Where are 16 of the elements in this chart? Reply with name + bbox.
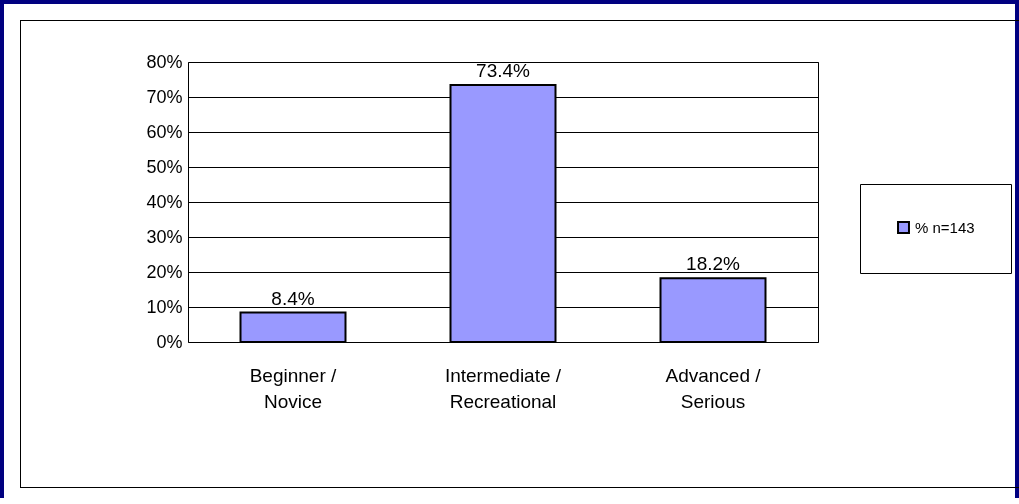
x-tick-label: Beginner / Novice: [249, 364, 338, 412]
x-tick-label: Advanced / Serious: [665, 364, 762, 412]
data-label: 8.4%: [271, 287, 315, 309]
x-tick-label: Intermediate / Recreational: [444, 364, 562, 412]
y-tick-label: 70%: [146, 86, 183, 107]
y-tick-label: 20%: [146, 261, 183, 282]
data-label: 73.4%: [476, 60, 531, 82]
y-tick-label: 30%: [146, 226, 183, 247]
y-tick-label: 10%: [146, 296, 183, 317]
y-tick-label: 0%: [156, 331, 183, 352]
y-tick-label: 60%: [146, 121, 183, 142]
y-tick-label: 80%: [146, 51, 183, 72]
y-tick-label: 50%: [146, 156, 183, 177]
data-label: 18.2%: [686, 253, 741, 275]
legend-label: % n=143: [915, 218, 975, 236]
y-tick-label: 40%: [146, 191, 183, 212]
